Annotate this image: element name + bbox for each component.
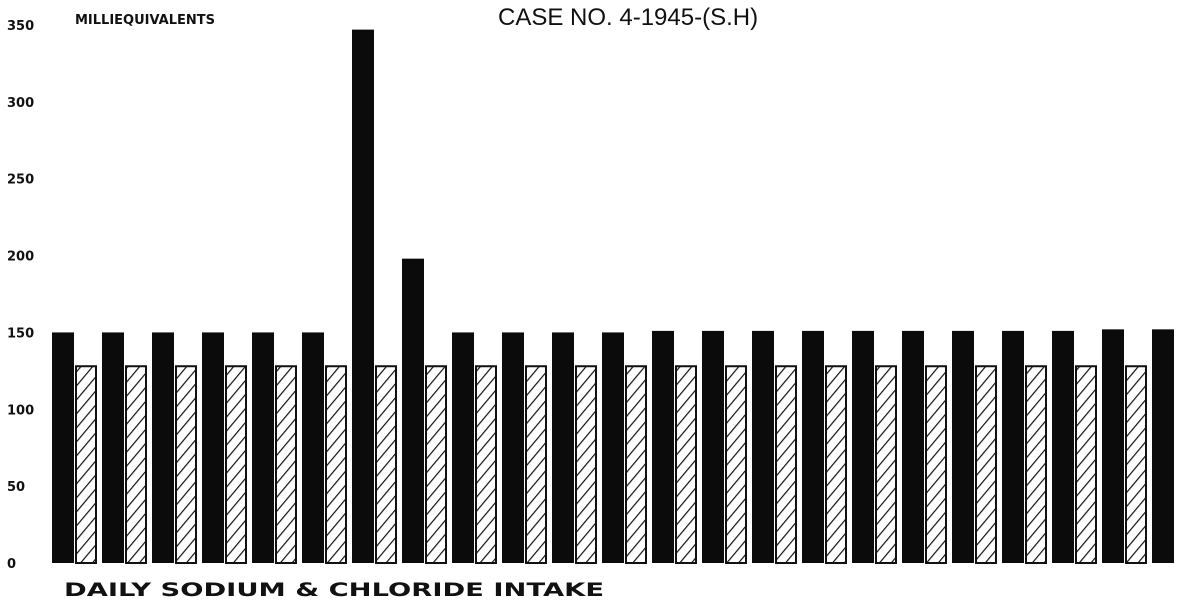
bar-solid [1002,330,1024,563]
y-tick-label: 250 [7,173,34,188]
bar-solid [152,332,174,563]
bar-solid [1102,329,1124,563]
bars-group [52,29,1174,565]
bar-hatched [325,365,347,565]
bar-hatched [75,365,97,565]
y-tick-label: 100 [7,403,34,418]
y-tick-label: 150 [7,326,34,341]
y-tick-label: 200 [7,250,34,265]
bar-solid [252,332,274,563]
bar-hatched [925,365,947,565]
bar-hatched [525,365,547,565]
bar-solid [652,330,674,563]
bar-hatched [375,365,397,565]
bar-hatched [675,365,697,565]
x-axis-label: DAILY SODIUM & CHLORIDE INTAKE [64,579,604,601]
bar-solid [602,332,624,563]
bar-hatched [875,365,897,565]
bar-solid [402,258,424,563]
bar-hatched [625,365,647,565]
bar-hatched [1075,365,1097,565]
bar-hatched [425,365,447,565]
bar-solid [202,332,224,563]
bar-hatched [725,365,747,565]
bar-solid [502,332,524,563]
y-tick-label: 350 [7,19,34,34]
bar-hatched [475,365,497,565]
bar-hatched [1125,365,1147,565]
bar-solid [902,330,924,563]
bar-solid [1152,329,1174,563]
bar-hatched [225,365,247,565]
bar-solid [702,330,724,563]
bar-solid [452,332,474,563]
chart-title: CASE NO. 4-1945-(S.H) [498,4,758,31]
bar-solid [952,330,974,563]
bar-hatched [275,365,297,565]
bar-solid [752,330,774,563]
bar-hatched [975,365,997,565]
bar-hatched [575,365,597,565]
bar-solid [852,330,874,563]
bar-solid [1052,330,1074,563]
y-tick-labels: 0 50 100 150 200 250 300 350 [7,19,34,572]
y-tick-label: 300 [7,96,34,111]
y-axis-label: MILLIEQUIVALENTS [75,13,215,28]
bar-solid [552,332,574,563]
bar-solid [102,332,124,563]
bar-hatched [775,365,797,565]
bar-hatched [1025,365,1047,565]
bar-solid [352,29,374,563]
bar-hatched [825,365,847,565]
bar-solid [52,332,74,563]
bar-solid [802,330,824,563]
bar-solid [302,332,324,563]
y-tick-label: 0 [7,557,16,572]
bar-hatched [175,365,197,565]
bar-hatched [125,365,147,565]
y-tick-label: 50 [7,480,25,495]
